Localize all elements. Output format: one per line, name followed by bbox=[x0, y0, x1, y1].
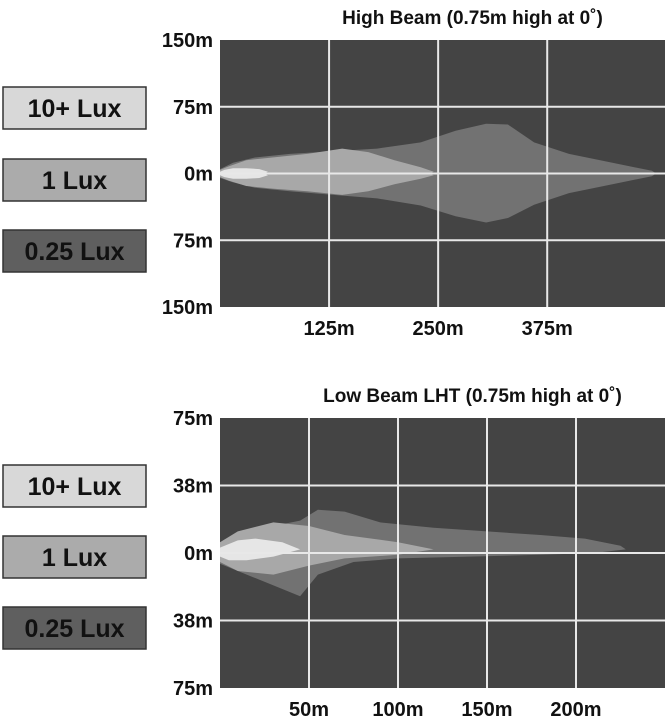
legend-label: 0.25 Lux bbox=[24, 615, 124, 643]
series-area-1-lux bbox=[220, 522, 434, 575]
high-beam-panel: High Beam (0.75m high at 0˚) 150m 75m 0m 75m… bbox=[0, 0, 665, 350]
legend-label: 10+ Lux bbox=[28, 473, 122, 501]
high-beam-chart: High Beam (0.75m high at 0˚) 150m 75m 0m 75m… bbox=[2, 8, 665, 340]
legend-label: 0.25 Lux bbox=[24, 238, 124, 266]
x-tick-label: 200m bbox=[550, 699, 601, 719]
x-tick-label: 375m bbox=[522, 318, 573, 340]
x-tick-label: 100m bbox=[372, 699, 423, 719]
legend-label: 1 Lux bbox=[42, 167, 107, 195]
x-tick-label: 250m bbox=[413, 318, 464, 340]
legend-swatch-1-lux bbox=[2, 158, 147, 202]
x-tick-label: 150m bbox=[461, 699, 512, 719]
x-tick-label: 125m bbox=[303, 318, 354, 340]
low-beam-panel: Low Beam LHT (0.75m high at 0˚) 75m 38m 0m 3… bbox=[0, 370, 665, 721]
y-tick-label: 75m bbox=[173, 678, 213, 700]
y-tick-label: 75m bbox=[173, 408, 213, 430]
legend-swatch-0-25-lux bbox=[2, 606, 147, 650]
legend-swatch-1-lux bbox=[2, 535, 147, 579]
x-tick-label: 50m bbox=[289, 699, 329, 719]
y-tick-label: 75m bbox=[173, 230, 213, 252]
legend-label: 10+ Lux bbox=[28, 95, 122, 123]
legend-label: 1 Lux bbox=[42, 544, 107, 572]
y-tick-label: 150m bbox=[162, 297, 213, 319]
series-area-10-lux bbox=[220, 538, 301, 561]
y-tick-label: 0m bbox=[184, 543, 213, 565]
y-tick-label: 38m bbox=[173, 476, 213, 498]
y-tick-label: 0m bbox=[184, 164, 213, 186]
low-beam-chart: Low Beam LHT (0.75m high at 0˚) 75m 38m 0m 3… bbox=[2, 386, 665, 721]
y-tick-label: 75m bbox=[173, 97, 213, 119]
y-tick-label: 150m bbox=[162, 30, 213, 52]
y-tick-label: 38m bbox=[173, 611, 213, 633]
series-area-1-lux bbox=[220, 148, 434, 195]
chart-title: Low Beam LHT (0.75m high at 0˚) bbox=[323, 386, 622, 407]
legend-swatch-0-25-lux bbox=[2, 229, 147, 273]
legend-swatch-10-lux bbox=[2, 86, 147, 130]
chart-title: High Beam (0.75m high at 0˚) bbox=[342, 8, 603, 29]
legend-swatch-10-lux bbox=[2, 464, 147, 508]
